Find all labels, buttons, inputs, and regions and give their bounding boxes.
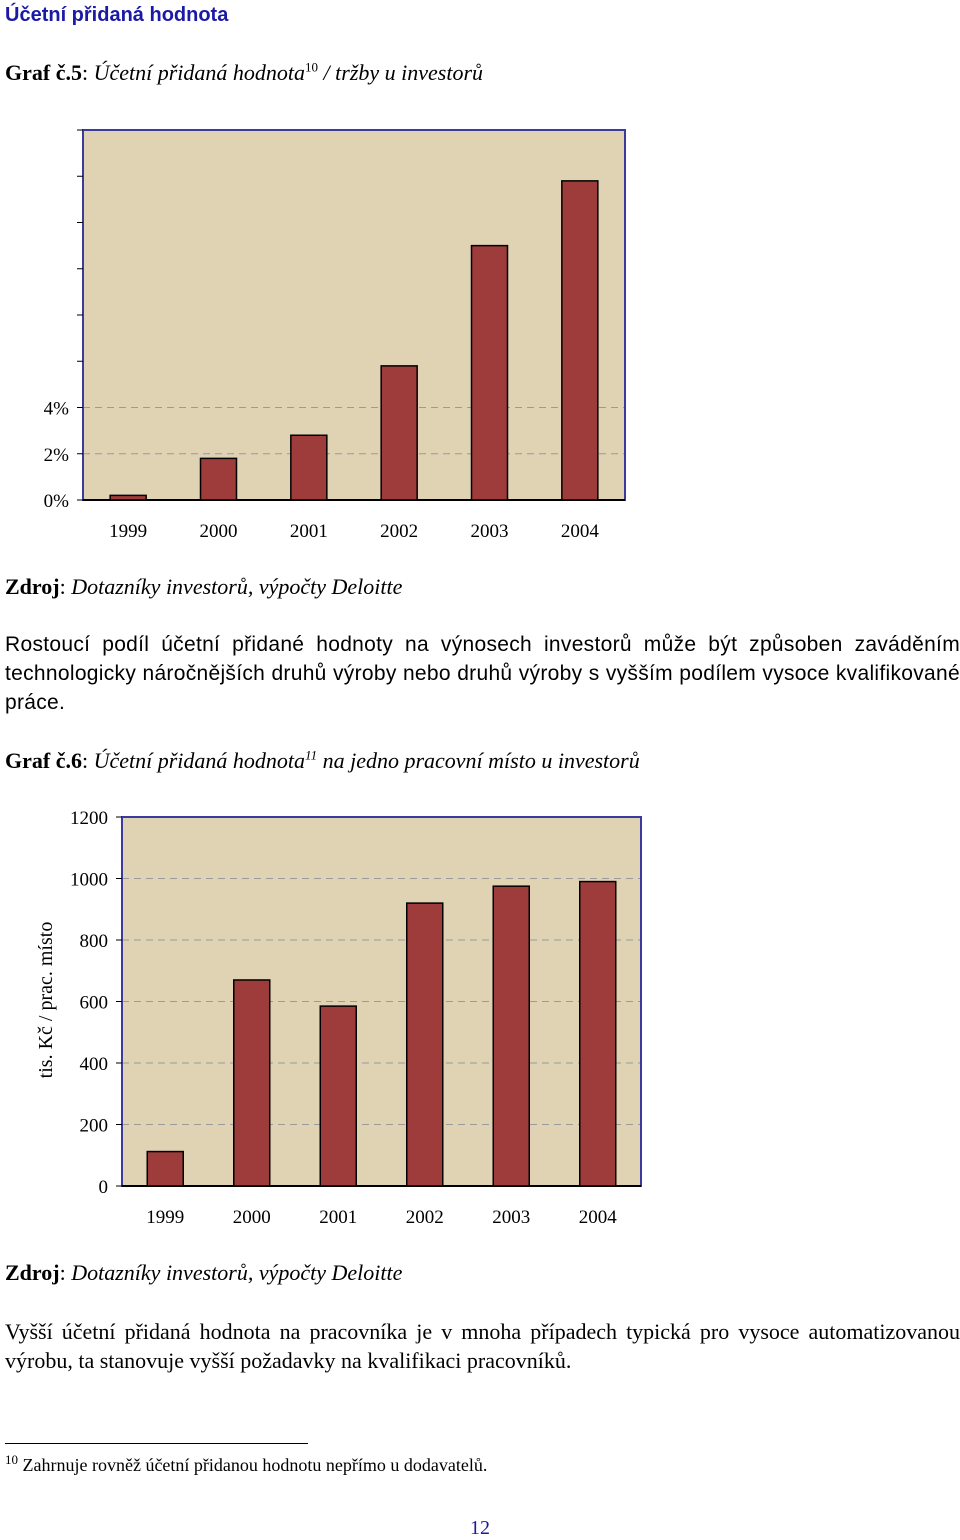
chart5-x-tick-label: 2000: [200, 521, 238, 542]
chart6-svg: 0 200 400 600 800 1000 1200 1999 2000 2001 2002 200…: [35, 808, 642, 1228]
footnote-divider: [5, 1443, 308, 1444]
chart5-plot-area: [83, 130, 625, 500]
chart5-y-tick-label: 0%: [44, 491, 70, 512]
chart6-bar: [146, 1150, 184, 1187]
chart6-bar: [406, 902, 444, 1187]
chart5-title-rest: / tržby u investorů: [318, 60, 484, 85]
chart5-bar: [109, 494, 147, 501]
footnote: 10 Zahrnuje rovněž účetní přidanou hodno…: [5, 1452, 488, 1476]
chart5-bar: [470, 244, 509, 501]
chart6-y-tick-label: 0: [99, 1177, 109, 1198]
chart5-title-text: Účetní přidaná hodnota: [93, 60, 306, 85]
chart6-title-rest: na jedno pracovní místo u investorů: [317, 748, 640, 773]
chart5-label: Graf č.5: [5, 60, 82, 85]
chart6-y-tick-label: 200: [80, 1116, 109, 1137]
chart6-bar: [492, 885, 530, 1187]
chart5-source-label: Zdroj: [5, 574, 60, 599]
chart6-x-tick-label: 2001: [319, 1207, 357, 1228]
chart6-y-tick-label: 600: [80, 993, 109, 1014]
chart6-y-tick-label: 1200: [70, 808, 108, 829]
chart5-title: Graf č.5: Účetní přidaná hodnota10 / trž…: [5, 59, 484, 85]
chart6-source-label: Zdroj: [5, 1260, 60, 1285]
chart5-x-tick-label: 2003: [471, 521, 509, 542]
chart6-bar: [579, 880, 617, 1187]
chart5-bar: [199, 457, 238, 501]
chart6-y-tick-label: 400: [80, 1054, 109, 1075]
chart6-y-tick-label: 1000: [70, 870, 108, 891]
chart5-x-tick-label: 1999: [109, 521, 147, 542]
paragraph-1: Rostoucí podíl účetní přidané hodnoty na…: [5, 633, 960, 714]
chart6-x-tick-label: 2002: [406, 1207, 444, 1228]
chart5-source: Zdroj: Dotazníky investorů, výpočty Delo…: [5, 574, 403, 599]
chart5-x-tick-label: 2001: [290, 521, 328, 542]
chart6-x-tick-label: 2004: [579, 1207, 618, 1228]
section-heading: Účetní přidaná hodnota: [5, 4, 229, 26]
footnote-text: Zahrnuje rovněž účetní přidanou hodnotu …: [22, 1455, 488, 1475]
chart6-x-tick-label: 2000: [233, 1207, 271, 1228]
paragraph-2: Vyšší účetní přidaná hodnota na pracovní…: [5, 1319, 960, 1373]
chart5-x-tick-label: 2004: [561, 521, 600, 542]
chart6-label: Graf č.6: [5, 748, 82, 773]
page-number: 12: [470, 1517, 490, 1539]
footnote-number: 10: [5, 1452, 18, 1467]
chart6-y-axis-label: tis. Kč / prac. místo: [35, 922, 57, 1079]
chart5-source-text: Dotazníky investorů, výpočty Deloitte: [71, 574, 403, 599]
chart6-bar: [319, 1005, 357, 1187]
chart6-x-tick-label: 1999: [146, 1207, 184, 1228]
chart6-x-tick-label: 2003: [492, 1207, 530, 1228]
chart6-bar: [233, 979, 271, 1187]
chart5-y-tick-label: 4%: [44, 399, 70, 420]
chart6-footnote-ref[interactable]: 11: [305, 747, 318, 763]
chart6-title: Graf č.6: Účetní přidaná hodnota11 na je…: [5, 747, 640, 773]
chart5-footnote-ref[interactable]: 10: [305, 59, 319, 75]
chart5-bar: [561, 180, 599, 501]
chart6-title-text: Účetní přidaná hodnota: [93, 748, 306, 773]
chart6-source: Zdroj: Dotazníky investorů, výpočty Delo…: [5, 1260, 403, 1285]
chart6-source-text: Dotazníky investorů, výpočty Deloitte: [71, 1260, 403, 1285]
chart5-svg: 0% 2% 4% 1999 2000 2001 2002 2003 2004: [44, 129, 626, 542]
chart5-bar: [290, 434, 328, 501]
chart5-y-tick-label: 2%: [44, 445, 70, 466]
chart6-y-tick-label: 800: [80, 931, 109, 952]
chart5-x-tick-label: 2002: [380, 521, 418, 542]
chart5-bar: [380, 365, 418, 501]
